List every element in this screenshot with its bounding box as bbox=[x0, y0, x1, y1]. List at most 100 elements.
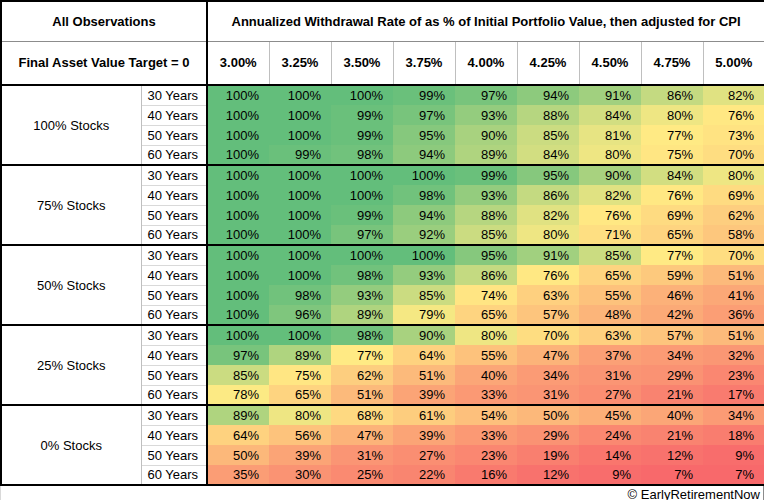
row-label: 30 Years bbox=[141, 325, 207, 345]
heat-cell: 63% bbox=[517, 285, 579, 305]
column-header-row: Final Asset Value Target = 0 3.00%3.25% 3… bbox=[1, 41, 764, 85]
heat-cell: 54% bbox=[455, 405, 517, 425]
heat-cell: 7% bbox=[641, 465, 703, 485]
heat-cell: 94% bbox=[393, 145, 455, 165]
heat-cell: 41% bbox=[703, 285, 764, 305]
column-header: 5.00% bbox=[703, 41, 764, 85]
heat-cell: 100% bbox=[331, 185, 393, 205]
heat-cell: 39% bbox=[269, 445, 331, 465]
heat-cell: 65% bbox=[579, 265, 641, 285]
heat-cell: 99% bbox=[393, 85, 455, 105]
heat-cell: 99% bbox=[331, 125, 393, 145]
heat-cell: 100% bbox=[207, 225, 269, 245]
table-row: 50% Stocks30 Years100%100%100%100%95%91%… bbox=[1, 245, 764, 265]
heat-cell: 98% bbox=[331, 145, 393, 165]
heat-cell: 93% bbox=[331, 285, 393, 305]
row-label: 30 Years bbox=[141, 85, 207, 105]
heat-cell: 12% bbox=[517, 465, 579, 485]
heat-cell: 100% bbox=[269, 265, 331, 285]
heat-cell: 58% bbox=[703, 225, 764, 245]
heat-cell: 86% bbox=[517, 185, 579, 205]
heat-cell: 56% bbox=[269, 425, 331, 445]
row-label: 30 Years bbox=[141, 405, 207, 425]
row-label: 30 Years bbox=[141, 165, 207, 185]
heat-cell: 9% bbox=[703, 445, 764, 465]
row-label: 40 Years bbox=[141, 105, 207, 125]
heat-cell: 51% bbox=[393, 365, 455, 385]
row-label: 50 Years bbox=[141, 125, 207, 145]
heat-cell: 99% bbox=[331, 105, 393, 125]
heat-cell: 80% bbox=[455, 325, 517, 345]
heat-cell: 89% bbox=[269, 345, 331, 365]
column-header: 3.75% bbox=[393, 41, 455, 85]
heat-cell: 39% bbox=[393, 425, 455, 445]
heat-cell: 40% bbox=[455, 365, 517, 385]
row-label: 60 Years bbox=[141, 145, 207, 165]
heat-cell: 23% bbox=[455, 445, 517, 465]
row-label: 30 Years bbox=[141, 245, 207, 265]
heat-cell: 100% bbox=[207, 285, 269, 305]
heat-cell: 84% bbox=[517, 145, 579, 165]
heat-cell: 74% bbox=[455, 285, 517, 305]
heat-cell: 31% bbox=[517, 385, 579, 405]
column-header: 3.25% bbox=[269, 41, 331, 85]
subcorner-label: Final Asset Value Target = 0 bbox=[1, 41, 207, 85]
corner-label: All Observations bbox=[1, 1, 207, 41]
row-label: 60 Years bbox=[141, 385, 207, 405]
heat-cell: 14% bbox=[579, 445, 641, 465]
heat-cell: 61% bbox=[393, 405, 455, 425]
heat-cell: 85% bbox=[517, 125, 579, 145]
heat-cell: 100% bbox=[393, 245, 455, 265]
heat-cell: 57% bbox=[517, 305, 579, 325]
heat-cell: 76% bbox=[641, 185, 703, 205]
heat-cell: 9% bbox=[579, 465, 641, 485]
heat-cell: 18% bbox=[703, 425, 764, 445]
heat-cell: 75% bbox=[269, 365, 331, 385]
heat-cell: 98% bbox=[393, 185, 455, 205]
row-label: 60 Years bbox=[141, 305, 207, 325]
heat-cell: 51% bbox=[703, 265, 764, 285]
heat-cell: 84% bbox=[641, 165, 703, 185]
heat-cell: 77% bbox=[331, 345, 393, 365]
table-row: 0% Stocks30 Years89%80%68%61%54%50%45%40… bbox=[1, 405, 764, 425]
swr-success-rate-table: All Observations Annualized Withdrawal R… bbox=[0, 0, 764, 486]
heat-cell: 100% bbox=[331, 245, 393, 265]
heat-cell: 82% bbox=[579, 185, 641, 205]
heat-cell: 85% bbox=[207, 365, 269, 385]
heat-cell: 40% bbox=[641, 405, 703, 425]
heat-cell: 96% bbox=[269, 305, 331, 325]
heat-cell: 100% bbox=[207, 105, 269, 125]
heat-cell: 77% bbox=[641, 245, 703, 265]
heat-cell: 70% bbox=[517, 325, 579, 345]
heat-cell: 93% bbox=[455, 185, 517, 205]
heat-cell: 95% bbox=[455, 245, 517, 265]
heat-cell: 77% bbox=[641, 125, 703, 145]
heat-cell: 57% bbox=[641, 325, 703, 345]
heat-cell: 100% bbox=[393, 165, 455, 185]
heat-cell: 34% bbox=[641, 345, 703, 365]
heat-cell: 64% bbox=[207, 425, 269, 445]
heat-cell: 91% bbox=[579, 85, 641, 105]
column-header: 4.25% bbox=[517, 41, 579, 85]
heat-cell: 17% bbox=[703, 385, 764, 405]
heat-cell: 24% bbox=[579, 425, 641, 445]
column-header: 3.00% bbox=[207, 41, 269, 85]
heat-cell: 71% bbox=[579, 225, 641, 245]
row-label: 50 Years bbox=[141, 445, 207, 465]
table-header: All Observations Annualized Withdrawal R… bbox=[1, 1, 764, 85]
heat-cell: 100% bbox=[269, 125, 331, 145]
heat-cell: 100% bbox=[207, 205, 269, 225]
group-label: 100% Stocks bbox=[1, 85, 141, 165]
heat-cell: 100% bbox=[207, 265, 269, 285]
heat-cell: 47% bbox=[517, 345, 579, 365]
heat-cell: 75% bbox=[641, 145, 703, 165]
table-title: Annualized Withdrawal Rate of as % of In… bbox=[207, 1, 764, 41]
group-label: 0% Stocks bbox=[1, 405, 141, 485]
heat-cell: 55% bbox=[579, 285, 641, 305]
heat-cell: 94% bbox=[517, 85, 579, 105]
heat-cell: 12% bbox=[641, 445, 703, 465]
heat-cell: 39% bbox=[393, 385, 455, 405]
heat-cell: 100% bbox=[269, 185, 331, 205]
heat-cell: 89% bbox=[331, 305, 393, 325]
heat-cell: 100% bbox=[269, 225, 331, 245]
